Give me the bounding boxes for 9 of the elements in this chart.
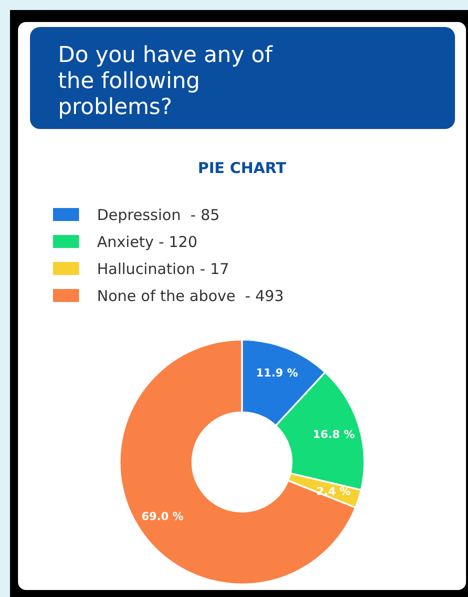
- legend-label: Depression - 85: [97, 206, 220, 224]
- data-label: 16.8 %: [312, 428, 355, 441]
- data-label: 69.0 %: [141, 510, 184, 523]
- chart-subtitle: PIE CHART: [198, 159, 287, 177]
- chart-title: Do you have any of the following problems?: [58, 43, 274, 120]
- legend-label: Hallucination - 17: [97, 260, 230, 278]
- legend-label: Anxiety - 120: [97, 233, 198, 251]
- legend-label: None of the above - 493: [97, 287, 284, 305]
- data-label: 11.9 %: [256, 366, 298, 380]
